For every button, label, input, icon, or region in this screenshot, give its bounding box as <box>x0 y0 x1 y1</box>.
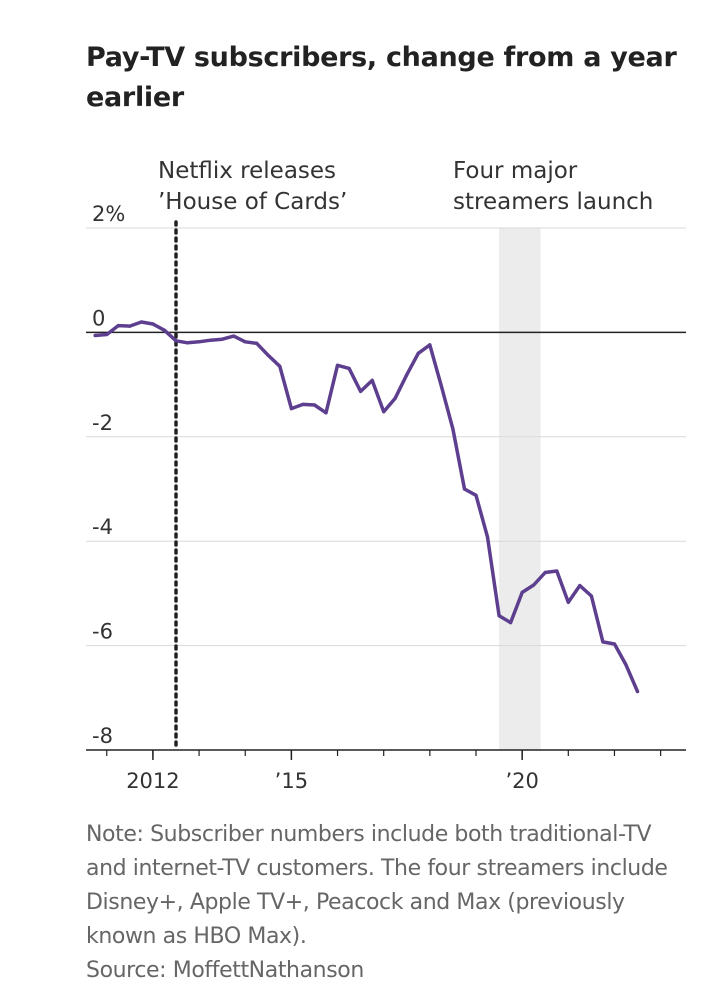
y-tick-label-neg4: -4 <box>92 515 113 539</box>
data-point-30 <box>428 343 432 347</box>
data-point-42 <box>566 600 570 604</box>
data-point-38 <box>520 590 524 595</box>
data-point-34 <box>474 493 478 497</box>
data-point-39 <box>532 583 536 587</box>
data-point-43 <box>578 584 582 588</box>
data-point-21 <box>324 411 328 415</box>
data-point-7 <box>162 328 167 332</box>
vline-label-line-2: ’House of Cards’ <box>158 189 347 215</box>
y-tick-label-neg6: -6 <box>92 620 113 644</box>
data-point-36 <box>497 614 501 618</box>
data-point-32 <box>451 427 455 431</box>
data-point-24 <box>359 389 363 393</box>
data-point-11 <box>209 338 213 342</box>
data-point-9 <box>185 341 190 345</box>
data-point-14 <box>243 340 247 344</box>
data-point-1 <box>93 333 97 338</box>
y-tick-label-2: 2% <box>92 202 125 226</box>
gridlines <box>86 227 686 647</box>
data-point-10 <box>197 340 201 344</box>
data-point-29 <box>416 351 420 355</box>
data-point-25 <box>370 378 374 382</box>
data-point-23 <box>347 366 351 370</box>
data-point-6 <box>151 322 155 326</box>
chart-source: Source: MoffettNathanson <box>86 958 364 983</box>
y-tick-label-0: 0 <box>92 306 105 330</box>
data-point-15 <box>255 341 259 345</box>
data-point-8 <box>174 339 178 343</box>
data-point-26 <box>382 410 386 414</box>
band-label-line-1: Four major <box>453 158 578 184</box>
data-point-17 <box>278 364 282 368</box>
data-point-45 <box>601 640 605 644</box>
y-tick-label-neg8: -8 <box>92 724 113 748</box>
data-point-47 <box>624 663 628 667</box>
data-point-28 <box>405 373 409 377</box>
data-point-22 <box>335 363 340 367</box>
data-point-31 <box>439 384 443 388</box>
x-axis: 2012 ’15 ’20 <box>86 749 686 793</box>
data-point-44 <box>589 594 594 598</box>
data-point-35 <box>485 535 490 539</box>
data-point-40 <box>543 570 547 575</box>
data-point-13 <box>232 334 236 338</box>
streamer-launch-band <box>499 228 541 750</box>
data-point-19 <box>301 402 305 406</box>
series-layer <box>93 320 640 694</box>
chart-title: Pay-TV subscribers, change from a year e… <box>86 42 677 113</box>
shaded-period-layer <box>499 228 541 750</box>
series-line-1 <box>93 320 640 694</box>
data-point-12 <box>220 337 224 341</box>
y-axis-labels: 2% 0 -2 -4 -6 -8 <box>92 202 125 748</box>
x-tick-label-2020: ’20 <box>505 769 538 793</box>
data-point-18 <box>289 407 293 411</box>
x-tick-label-2015: ’15 <box>275 769 308 793</box>
data-point-37 <box>509 621 513 625</box>
data-point-41 <box>555 569 559 573</box>
vline-label-line-1: Netflix releases <box>158 158 336 184</box>
data-point-2 <box>105 332 109 337</box>
annotation-labels: Netflix releases ’House of Cards’ Four maj… <box>158 158 653 215</box>
chart-note: Note: Subscriber numbers include both tr… <box>86 822 668 949</box>
data-point-33 <box>462 487 467 491</box>
data-point-5 <box>139 320 143 324</box>
chart-footer: Note: Subscriber numbers include both tr… <box>86 818 676 988</box>
band-label-line-2: streamers launch <box>453 189 653 215</box>
data-point-27 <box>393 396 397 400</box>
y-tick-label-neg2: -2 <box>92 411 113 435</box>
data-point-20 <box>312 403 317 407</box>
data-point-46 <box>612 642 617 646</box>
data-point-3 <box>116 324 120 328</box>
x-tick-label-2012: 2012 <box>126 769 179 793</box>
data-point-4 <box>128 324 132 328</box>
data-point-48 <box>635 689 640 694</box>
data-point-16 <box>266 353 270 357</box>
